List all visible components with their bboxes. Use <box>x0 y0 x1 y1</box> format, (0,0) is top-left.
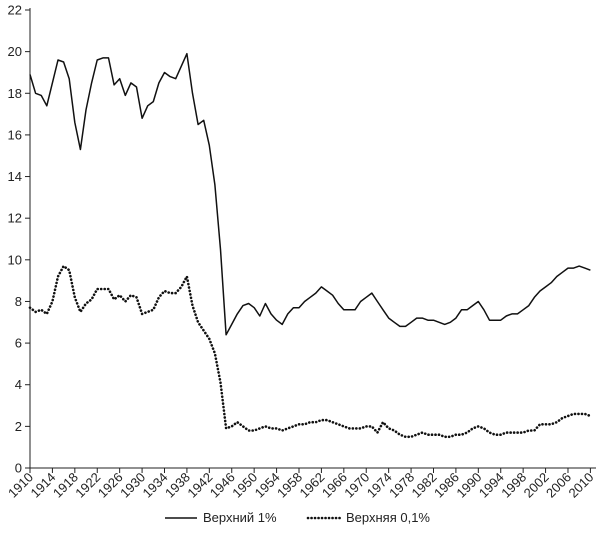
x-axis: 1910191419181922192619301934193819421946… <box>5 467 597 501</box>
y-tick-label: 18 <box>8 86 22 101</box>
y-axis: 0 2 4 6 8 10 12 14 16 18 20 22 <box>8 3 31 476</box>
series-line-1 <box>29 52 591 336</box>
y-tick-label: 12 <box>8 211 22 226</box>
y-tick-label: 6 <box>15 336 22 351</box>
series-line-2 <box>28 264 592 439</box>
y-tick-label: 20 <box>8 44 22 59</box>
y-tick-label: 0 <box>15 461 22 476</box>
x-tick-label: 2010 <box>565 470 596 501</box>
legend: Верхний 1% Верхняя 0,1% <box>165 510 430 525</box>
y-tick-label: 4 <box>15 377 22 392</box>
y-tick-label: 2 <box>15 419 22 434</box>
legend-label-1: Верхний 1% <box>203 510 277 525</box>
y-tick-label: 10 <box>8 252 22 267</box>
legend-label-2: Верхняя 0,1% <box>346 510 430 525</box>
series-layer <box>28 52 592 439</box>
y-tick-label: 14 <box>8 169 22 184</box>
y-tick-label: 22 <box>8 3 22 18</box>
y-tick-label: 8 <box>15 294 22 309</box>
y-tick-label: 16 <box>8 127 22 142</box>
